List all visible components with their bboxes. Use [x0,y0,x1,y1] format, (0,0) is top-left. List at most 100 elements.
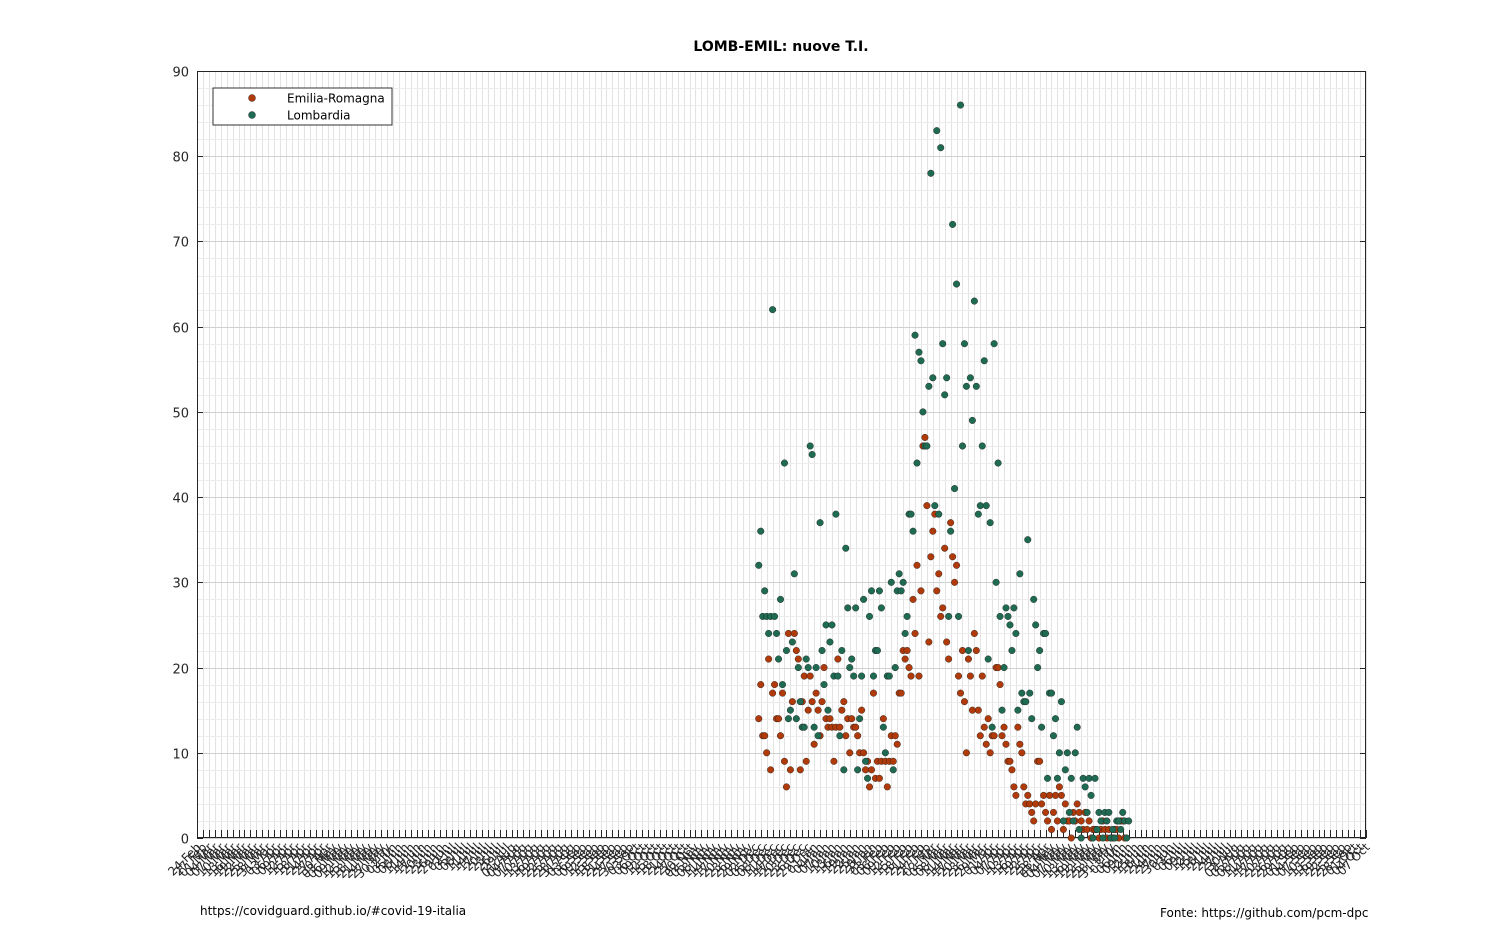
data-point-emilia-romagna [1040,791,1048,799]
data-point-emilia-romagna [782,783,790,791]
data-point-emilia-romagna [903,647,911,655]
data-point-lombardia [778,681,786,689]
data-point-emilia-romagna [806,672,814,680]
data-point-lombardia [1083,808,1091,816]
data-point-emilia-romagna [848,715,856,723]
data-point-emilia-romagna [761,732,769,740]
data-point-emilia-romagna [765,655,773,663]
data-point-lombardia [1004,612,1012,620]
data-point-lombardia [771,612,779,620]
data-point-emilia-romagna [1036,757,1044,765]
data-point-lombardia [1008,647,1016,655]
data-point-lombardia [901,629,909,637]
data-point-emilia-romagna [966,672,974,680]
data-point-lombardia [1010,604,1018,612]
data-point-lombardia [862,757,870,765]
data-point-emilia-romagna [808,698,816,706]
data-point-lombardia [1115,817,1123,825]
data-points [755,101,1133,842]
data-point-emilia-romagna [915,672,923,680]
data-point-lombardia [990,340,998,348]
data-point-lombardia [792,715,800,723]
data-point-emilia-romagna [1014,723,1022,731]
data-point-lombardia [891,664,899,672]
data-point-lombardia [1123,834,1131,842]
data-point-lombardia [782,647,790,655]
data-point-emilia-romagna [830,757,838,765]
data-point-lombardia [1069,817,1077,825]
data-point-lombardia [868,587,876,595]
y-tick-label: 10 [172,748,189,763]
data-point-emilia-romagna [951,578,959,586]
data-point-emilia-romagna [1059,825,1067,833]
data-point-emilia-romagna [947,519,955,527]
data-point-lombardia [909,527,917,535]
data-point-emilia-romagna [794,655,802,663]
data-point-emilia-romagna [970,629,978,637]
data-point-lombardia [1063,749,1071,757]
data-point-lombardia [804,664,812,672]
data-point-emilia-romagna [953,561,961,569]
data-point-emilia-romagna [860,749,868,757]
data-point-lombardia [1006,621,1014,629]
data-point-lombardia [877,604,885,612]
data-point-emilia-romagna [917,587,925,595]
data-point-emilia-romagna [804,706,812,714]
data-point-lombardia [1071,749,1079,757]
data-point-lombardia [1099,834,1107,842]
data-point-lombardia [941,391,949,399]
data-point-emilia-romagna [1020,783,1028,791]
data-point-lombardia [866,612,874,620]
data-point-lombardia [962,382,970,390]
data-point-emilia-romagna [1061,800,1069,808]
chart-title: LOMB-EMIL: nuove T.I. [693,39,868,55]
data-point-lombardia [1018,689,1026,697]
data-point-lombardia [1097,817,1105,825]
data-point-lombardia [964,647,972,655]
data-point-lombardia [856,715,864,723]
data-point-lombardia [812,664,820,672]
data-point-lombardia [968,416,976,424]
data-point-emilia-romagna [897,689,905,697]
data-point-emilia-romagna [893,740,901,748]
data-point-emilia-romagna [1016,740,1024,748]
data-point-emilia-romagna [927,553,935,561]
data-point-emilia-romagna [1083,825,1091,833]
data-point-emilia-romagna [996,681,1004,689]
data-point-lombardia [1091,774,1099,782]
data-point-lombardia [822,621,830,629]
data-point-lombardia [939,340,947,348]
data-point-lombardia [1125,817,1133,825]
data-point-emilia-romagna [943,638,951,646]
data-point-emilia-romagna [757,681,765,689]
data-point-lombardia [1085,774,1093,782]
data-point-emilia-romagna [796,766,804,774]
data-point-lombardia [1002,604,1010,612]
data-point-emilia-romagna [1002,740,1010,748]
data-point-emilia-romagna [1077,817,1085,825]
data-point-emilia-romagna [852,723,860,731]
data-point-lombardia [929,374,937,382]
data-point-emilia-romagna [1085,817,1093,825]
data-point-lombardia [998,706,1006,714]
data-point-emilia-romagna [826,715,834,723]
data-point-emilia-romagna [868,766,876,774]
y-tick-label: 70 [172,236,189,251]
data-point-emilia-romagna [978,672,986,680]
data-point-lombardia [923,442,931,450]
data-point-emilia-romagna [1067,834,1075,842]
data-point-lombardia [919,408,927,416]
data-point-lombardia [828,621,836,629]
data-point-lombardia [1059,817,1067,825]
data-point-emilia-romagna [1000,723,1008,731]
data-point-lombardia [1012,629,1020,637]
data-point-lombardia [978,442,986,450]
data-point-emilia-romagna [1047,825,1055,833]
data-point-lombardia [1049,732,1057,740]
data-point-lombardia [976,502,984,510]
data-point-lombardia [780,459,788,467]
data-point-emilia-romagna [907,672,915,680]
data-point-lombardia [1089,834,1097,842]
data-point-lombardia [1022,698,1030,706]
data-point-lombardia [850,672,858,680]
